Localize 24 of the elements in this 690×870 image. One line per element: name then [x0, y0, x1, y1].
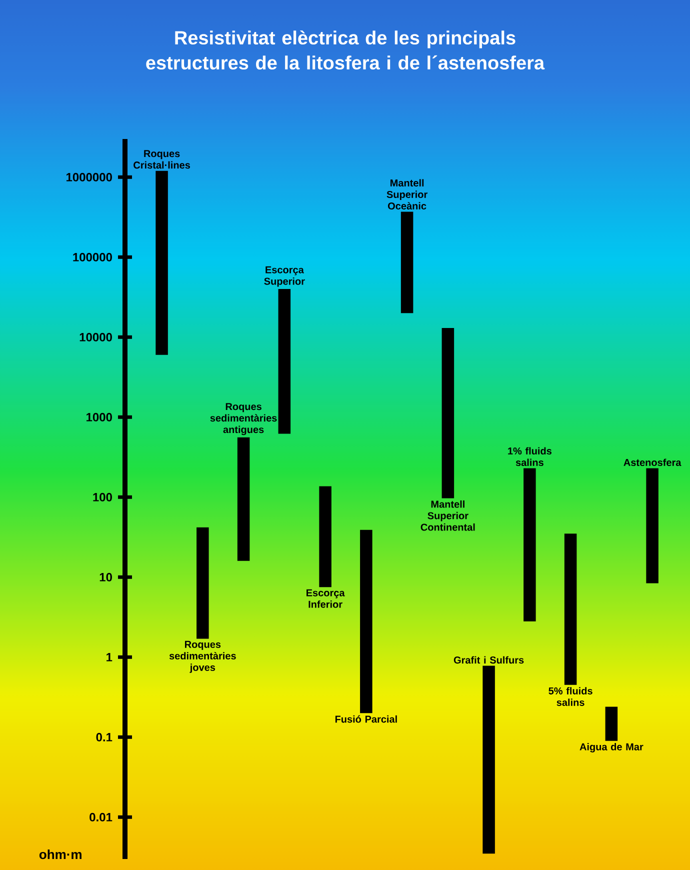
y-tick-label: 1000000: [66, 172, 112, 182]
y-tick-label: 0.1: [96, 732, 112, 742]
x-tick-label: Roques Cristal·lines: [133, 150, 190, 169]
x-tick-label: Mantell Superior Continental: [420, 500, 475, 531]
y-tick-label: 10: [100, 572, 112, 582]
x-tick-label: Astenosfera: [624, 458, 682, 466]
y-tick-label: 10000: [80, 332, 112, 342]
chart-title: Resistivitat elèctrica de les principals estructures de la litosfera i de l´astenosfera: [146, 30, 544, 70]
y-tick-label: 1: [106, 653, 112, 662]
x-tick-label: Fusió Parcial: [335, 715, 397, 723]
x-tick-label: Roques sedimentàries joves: [169, 640, 236, 673]
x-tick-label: Escorça Superior: [264, 266, 305, 287]
y-tick-label: 1000: [86, 412, 112, 422]
y-tick-label: 0.01: [89, 812, 112, 822]
x-tick-label: 5% fluids salins: [548, 687, 592, 706]
y-axis-title: ohm·m: [39, 850, 82, 860]
y-tick-label: 100000: [73, 252, 112, 262]
x-tick-label: Aigua de Mar: [580, 743, 644, 752]
x-tick-label: Escorça Inferior: [306, 589, 345, 608]
x-tick-label: Roques sedimentàries antigues: [210, 403, 277, 436]
x-tick-label: Grafit i Sulfurs: [454, 656, 524, 664]
x-tick-label: 1% fluids salins: [508, 447, 552, 466]
x-tick-label: Mantell Superior Oceànic: [386, 179, 428, 210]
y-tick-label: 100: [93, 492, 112, 502]
